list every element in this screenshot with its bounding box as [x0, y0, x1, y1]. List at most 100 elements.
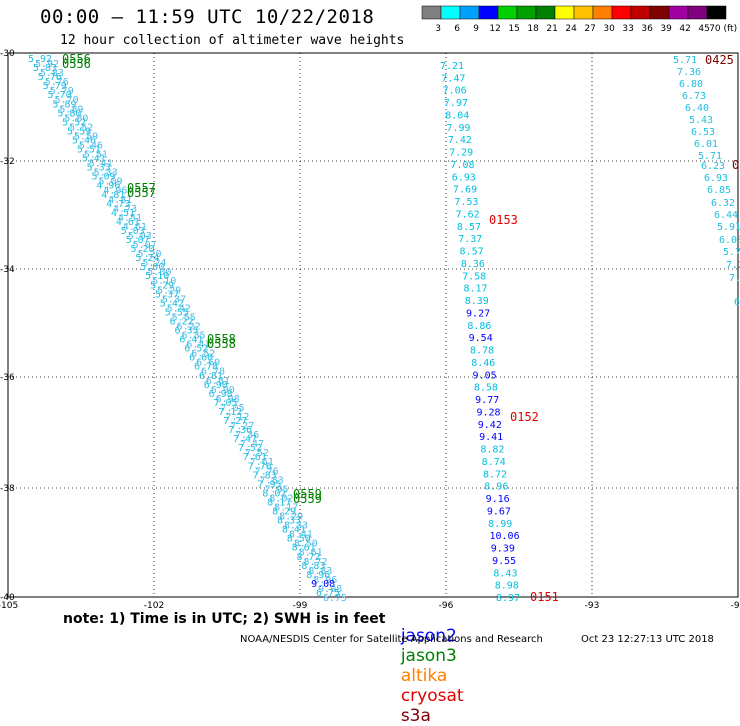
wave-height-value: 5.59 — [74, 131, 98, 142]
pass-time-label: 0558 — [207, 337, 236, 351]
wave-height-value: 7.61 — [243, 452, 267, 463]
wave-height-value: 7.12 — [225, 412, 249, 423]
pass-time-label: 0557 — [127, 186, 156, 200]
wave-height-value: 9.41 — [479, 432, 503, 443]
wave-height-value: 7.76 — [255, 466, 279, 477]
wave-height-value: 7. — [729, 273, 740, 284]
colorbar-label: 18 — [527, 24, 539, 34]
wave-height-value: 6.60 — [189, 353, 213, 364]
wave-height-value: 5.37 — [162, 294, 186, 305]
wave-height-value: 9.16 — [486, 494, 510, 505]
wave-height-value: 6.93 — [452, 172, 476, 183]
wave-height-value: 5.20 — [138, 249, 162, 260]
wave-height-value: 9.08 — [311, 579, 335, 590]
wave-height-value: 9.05 — [473, 370, 497, 381]
wave-height-value: 5.80 — [64, 113, 88, 124]
wave-height-value: 8.33 — [277, 516, 301, 527]
wave-height-value: 7.06 — [443, 86, 467, 97]
legend-cryosat: cryosat — [400, 686, 464, 706]
wave-height-value: 5.59 — [67, 126, 91, 137]
wave-height-value: 7.47 — [233, 434, 257, 445]
wave-height-value: 5.92 — [35, 59, 59, 70]
wave-height-value: 8.58 — [474, 383, 498, 394]
wave-height-value: 5.46 — [72, 135, 96, 146]
wave-height-value: 7.29 — [449, 148, 473, 159]
wave-height-value: 5.55 — [172, 312, 196, 323]
wave-height-value: 8.02 — [269, 493, 293, 504]
wave-height-value: 9.08 — [318, 584, 342, 595]
wave-height-value: 5.20 — [131, 244, 155, 255]
wave-height-value: 8.57 — [457, 222, 481, 233]
wave-height-value: 7.69 — [453, 185, 477, 196]
wave-height-value: 8.29 — [279, 512, 303, 523]
colorbar-label: 15 — [508, 24, 519, 34]
wave-height-value: 8.83 — [308, 566, 332, 577]
wave-height-value: 8.17 — [274, 502, 298, 513]
wave-height-value: 9.28 — [476, 407, 500, 418]
wave-height-value: 8.50 — [294, 539, 318, 550]
wave-height-value: 4.51 — [111, 208, 135, 219]
lon-tick-label: -90 — [731, 601, 740, 610]
chart-title: 00:00 – 11:59 UTC 10/22/2018 — [40, 6, 375, 28]
wave-height-value: 5.29 — [150, 280, 174, 291]
wave-height-value: 8.41 — [282, 525, 306, 536]
wave-height-value: 5.10 — [145, 271, 169, 282]
lon-tick-label: -96 — [439, 601, 454, 610]
wave-height-value: 6.81 — [206, 376, 230, 387]
wave-height-value: 6.53 — [691, 127, 715, 138]
wave-height-value: 7.42 — [448, 135, 472, 146]
wave-height-value: 7.61 — [250, 457, 274, 468]
wave-height-value: 7.95 — [257, 479, 281, 490]
wave-height-value: 7.27 — [230, 421, 254, 432]
wave-height-value: 7.99 — [447, 123, 471, 134]
wave-height-value: 4.61 — [116, 217, 140, 228]
wave-height-value: 4.73 — [113, 204, 137, 215]
wave-height-value: 8.61 — [299, 548, 323, 559]
wave-height-value: 5.55 — [165, 307, 189, 318]
wave-height-value: 6.03 — [719, 235, 740, 246]
wave-height-value: 8.29 — [272, 507, 296, 518]
wave-height-value: 5.91 — [717, 222, 740, 233]
lon-tick-label: -102 — [144, 601, 164, 610]
wave-height-value: 5.37 — [155, 289, 179, 300]
wave-height-value: 5.46 — [79, 140, 103, 151]
pass-time-label: 0 — [732, 158, 739, 172]
wave-height-value: 6.80 — [679, 79, 703, 90]
wave-height-value: 7.52 — [245, 448, 269, 459]
wave-height-value: 8.82 — [480, 445, 504, 456]
wave-height-value: 8.41 — [289, 530, 313, 541]
pass-time-label: 0425 — [705, 53, 734, 67]
wave-height-value: 5.89 — [52, 99, 76, 110]
wave-height-value: 6.41 — [179, 335, 203, 346]
wave-height-value: 9.39 — [491, 544, 515, 555]
wave-height-value: 7.58 — [462, 271, 486, 282]
wave-height-value: 5.33 — [94, 168, 118, 179]
map-frame — [7, 52, 739, 598]
colorbar-label: 45 — [698, 24, 709, 34]
wave-height-value: 7.62 — [456, 209, 480, 220]
wave-height-value: 8.36 — [461, 259, 485, 270]
wave-height-value: 7.47 — [240, 439, 264, 450]
wave-height-value: 6.35 — [174, 326, 198, 337]
wave-height-value: 8.57 — [460, 247, 484, 258]
wave-height-value: 6.41 — [186, 340, 210, 351]
colorbar-label: 42 — [679, 24, 690, 34]
wave-height-value: 5.83 — [40, 68, 64, 79]
wave-height-value: 5.70 — [48, 90, 72, 101]
satellite-legend: jason2 jason3 altika cryosat s3a — [390, 606, 473, 726]
wave-height-value: 8.98 — [495, 581, 519, 592]
pass-time-label: 0557 — [127, 181, 156, 195]
wave-height-value: 7.36 — [235, 430, 259, 441]
pass-time-label: 0153 — [489, 213, 518, 227]
lon-tick-label: -105 — [0, 601, 18, 610]
wave-height-value: 6.90 — [211, 385, 235, 396]
colorbar-label: 36 — [641, 24, 653, 34]
wave-height-value: 8.96 — [306, 570, 330, 581]
wave-height-value: 6.75 — [316, 588, 340, 599]
footer-date: Oct 23 12:27:13 UTC 2018 — [581, 634, 714, 645]
wave-height-value: 8.96 — [484, 482, 508, 493]
colorbar-label: 27 — [584, 24, 595, 34]
wave-height-value: 8.39 — [465, 296, 489, 307]
wave-height-value: 6.98 — [209, 389, 233, 400]
wave-height-value: 5.71 — [698, 151, 722, 162]
